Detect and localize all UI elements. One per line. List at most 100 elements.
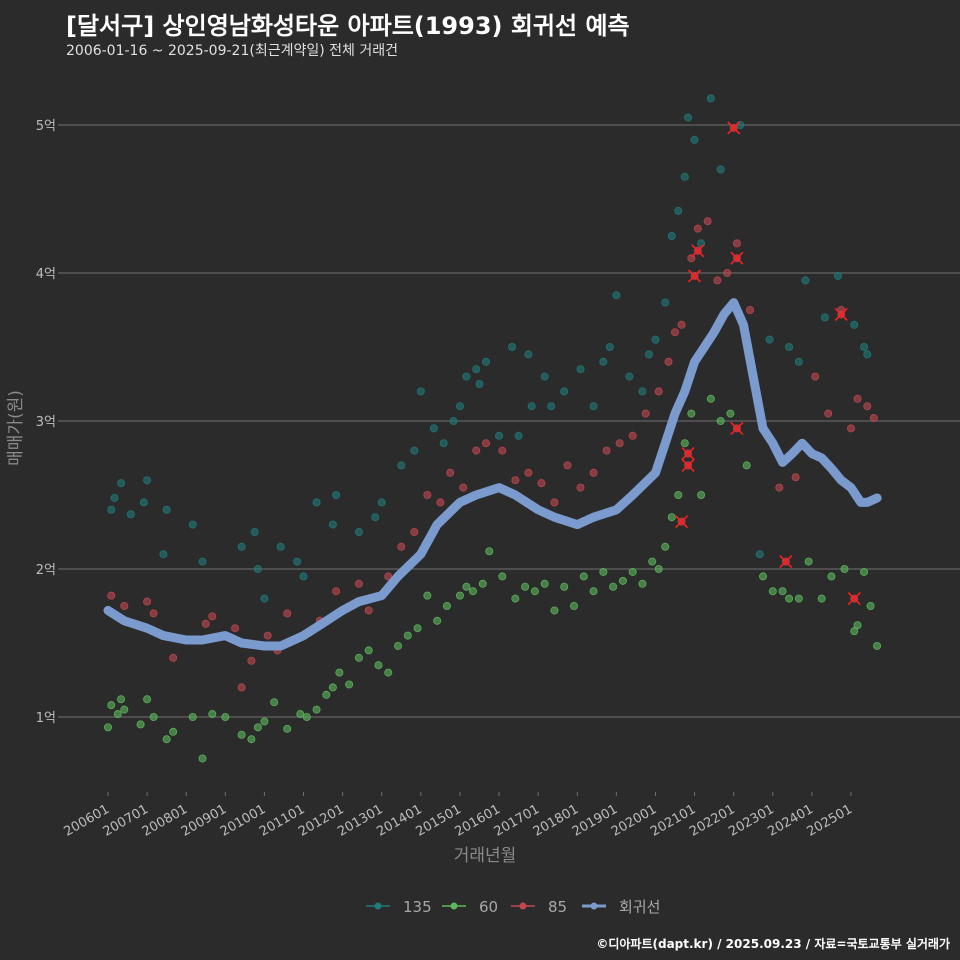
point-60 xyxy=(188,713,197,722)
point-135 xyxy=(449,416,458,425)
point-135 xyxy=(638,387,647,396)
point-85 xyxy=(723,268,732,277)
y-tick-label: 1억 xyxy=(36,711,56,726)
regression-line-path xyxy=(103,298,882,651)
y-tick-label: 3억 xyxy=(36,415,56,430)
point-85 xyxy=(354,579,363,588)
x-axis-title: 거래년월 xyxy=(454,846,517,866)
point-85 xyxy=(811,372,820,381)
legend-label: 회귀선 xyxy=(619,898,660,916)
point-135 xyxy=(143,476,152,485)
point-135 xyxy=(462,372,471,381)
point-85 xyxy=(482,439,491,448)
point-60 xyxy=(283,724,292,733)
point-135 xyxy=(680,172,689,181)
highlight-x-marker xyxy=(730,251,744,265)
point-85 xyxy=(664,357,673,366)
point-60 xyxy=(667,513,676,522)
point-60 xyxy=(364,646,373,655)
point-85 xyxy=(703,217,712,226)
legend-item: 135 xyxy=(366,898,432,916)
highlight-x-marker xyxy=(681,458,695,472)
point-135 xyxy=(540,372,549,381)
point-135 xyxy=(863,350,872,359)
point-60 xyxy=(589,587,598,596)
point-85 xyxy=(732,239,741,248)
point-60 xyxy=(618,576,627,585)
point-135 xyxy=(576,365,585,374)
point-135 xyxy=(162,505,171,514)
point-135 xyxy=(293,557,302,566)
point-60 xyxy=(680,439,689,448)
highlight-x-marker xyxy=(779,555,793,569)
legend: 135 60 85 회귀선 xyxy=(366,898,660,916)
point-60 xyxy=(873,641,882,650)
point-60 xyxy=(120,705,129,714)
point-85 xyxy=(332,587,341,596)
point-135 xyxy=(250,528,259,537)
point-60 xyxy=(423,591,432,600)
point-85 xyxy=(628,431,637,440)
point-85 xyxy=(745,305,754,314)
point-60 xyxy=(169,727,178,736)
point-135 xyxy=(159,550,168,559)
point-85 xyxy=(641,409,650,418)
point-60 xyxy=(394,641,403,650)
point-135 xyxy=(455,402,464,411)
point-60 xyxy=(247,735,256,744)
point-60 xyxy=(237,730,246,739)
point-135 xyxy=(377,498,386,507)
chart-title: [달서구] 상인영남화성타운 아파트(1993) 회귀선 예측 xyxy=(66,12,630,40)
point-85 xyxy=(693,224,702,233)
point-135 xyxy=(107,505,116,514)
point-85 xyxy=(869,414,878,423)
point-60 xyxy=(143,695,152,704)
highlight-x-marker xyxy=(847,592,861,606)
highlight-x-marker xyxy=(674,515,689,529)
point-60 xyxy=(270,698,279,707)
y-tick-label: 4억 xyxy=(36,267,56,282)
point-85 xyxy=(263,631,272,640)
point-60 xyxy=(521,582,530,591)
point-60 xyxy=(104,723,113,732)
point-135 xyxy=(833,271,842,280)
point-60 xyxy=(413,624,422,633)
point-60 xyxy=(468,587,477,596)
point-60 xyxy=(560,582,569,591)
point-60 xyxy=(697,490,706,499)
point-85 xyxy=(120,602,129,611)
highlight-x-marker xyxy=(688,269,702,283)
point-60 xyxy=(354,653,363,662)
point-60 xyxy=(485,547,494,556)
chart-subtitle: 2006-01-16 ~ 2025-09-21(최근계약일) 전체 거래건 xyxy=(66,43,398,59)
point-60 xyxy=(208,710,217,719)
point-60 xyxy=(850,627,859,636)
point-60 xyxy=(253,723,262,732)
point-135 xyxy=(651,335,660,344)
point-135 xyxy=(690,135,699,144)
point-135 xyxy=(514,431,523,440)
point-135 xyxy=(820,313,829,322)
point-60 xyxy=(345,680,354,689)
point-85 xyxy=(283,609,292,618)
x-axis-ticks: 2006012007012008012009012010012011012012… xyxy=(62,792,855,840)
y-axis-title: 매매가(원) xyxy=(6,390,26,466)
point-60 xyxy=(296,710,305,719)
point-60 xyxy=(117,695,126,704)
point-60 xyxy=(609,582,618,591)
point-135 xyxy=(667,231,676,240)
point-60 xyxy=(478,579,487,588)
point-60 xyxy=(374,661,383,670)
point-135 xyxy=(785,342,794,351)
point-135 xyxy=(139,498,148,507)
point-60 xyxy=(648,557,657,566)
highlight-x-marker xyxy=(730,421,744,435)
point-135 xyxy=(599,357,608,366)
point-135 xyxy=(527,402,536,411)
point-135 xyxy=(475,379,484,388)
point-85 xyxy=(208,612,217,621)
point-60 xyxy=(827,572,836,581)
grid-lines xyxy=(62,124,960,718)
point-135 xyxy=(439,439,448,448)
